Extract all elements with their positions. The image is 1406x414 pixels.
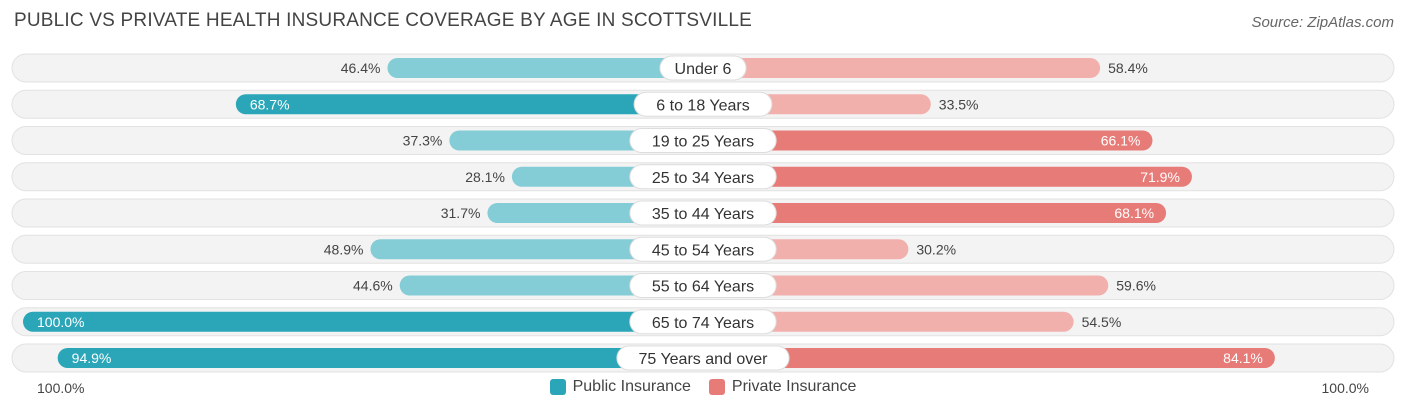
legend-label-public: Public Insurance: [572, 378, 691, 395]
private-value-label: 33.5%: [939, 96, 979, 112]
category-pill: [629, 128, 777, 153]
private-bar: [703, 58, 1101, 78]
category-pill: [629, 164, 777, 190]
public-bar: [235, 94, 703, 115]
legend-item-public[interactable]: Public Insurance: [549, 378, 691, 396]
legend-swatch-private: [708, 379, 725, 395]
axis-right-label: 100.0%: [1321, 380, 1369, 396]
public-bar: [370, 239, 703, 260]
public-bar: [399, 275, 703, 296]
public-value-label: 100.0%: [37, 314, 84, 330]
public-bar: [387, 58, 703, 78]
category-label: 19 to 25 Years: [652, 134, 754, 151]
category-pill: [633, 91, 773, 117]
public-value-label: 48.9%: [324, 241, 364, 257]
public-value-label: 46.4%: [341, 60, 381, 76]
chart-title: PUBLIC VS PRIVATE HEALTH INSURANCE COVER…: [14, 10, 753, 31]
category-pill: [629, 236, 777, 262]
category-pill: [616, 345, 790, 371]
chart-area: 46.4% 58.4% Under 6 68.7% 33.5% 6 to 18 Years…: [11, 53, 1395, 373]
category-label: 55 to 64 Years: [652, 279, 754, 296]
category-label: 25 to 34 Years: [652, 170, 754, 187]
category-pill: [629, 200, 777, 226]
private-bar: [703, 130, 1153, 151]
category-label: 45 to 54 Years: [652, 242, 754, 259]
private-value-label: 54.5%: [1082, 314, 1122, 330]
legend-item-private[interactable]: Private Insurance: [708, 378, 857, 396]
public-value-label: 28.1%: [465, 169, 505, 185]
public-value-label: 94.9%: [72, 350, 112, 366]
category-label: 65 to 74 Years: [652, 315, 754, 332]
private-bar: [703, 348, 1275, 368]
private-value-label: 66.1%: [1101, 133, 1141, 149]
category-pill: [629, 309, 777, 335]
legend: Public Insurance Private Insurance: [0, 378, 1406, 396]
private-value-label: 71.9%: [1140, 169, 1180, 185]
private-value-label: 84.1%: [1223, 350, 1263, 366]
private-bar: [703, 203, 1167, 223]
public-bar: [57, 348, 704, 368]
legend-label-private: Private Insurance: [731, 378, 857, 395]
public-value-label: 68.7%: [250, 96, 290, 112]
axis-left-label: 100.0%: [37, 380, 85, 396]
category-label: 6 to 18 Years: [656, 97, 749, 114]
public-value-label: 37.3%: [403, 133, 443, 149]
category-pill: [659, 55, 747, 81]
category-label: 75 Years and over: [639, 351, 769, 368]
private-value-label: 68.1%: [1114, 205, 1154, 221]
private-bar: [703, 166, 1192, 187]
public-bar: [23, 311, 703, 332]
legend-swatch-public: [549, 379, 566, 395]
category-label: 35 to 44 Years: [652, 206, 754, 223]
private-value-label: 30.2%: [916, 241, 956, 257]
source-label: Source: ZipAtlas.com: [1251, 14, 1394, 31]
category-label: Under 6: [675, 61, 732, 78]
private-value-label: 58.4%: [1108, 60, 1148, 76]
public-value-label: 31.7%: [441, 205, 481, 221]
private-bar: [703, 311, 1074, 332]
private-value-label: 59.6%: [1116, 278, 1156, 294]
category-pill: [629, 273, 777, 298]
private-bar: [703, 275, 1109, 296]
public-value-label: 44.6%: [353, 278, 393, 294]
